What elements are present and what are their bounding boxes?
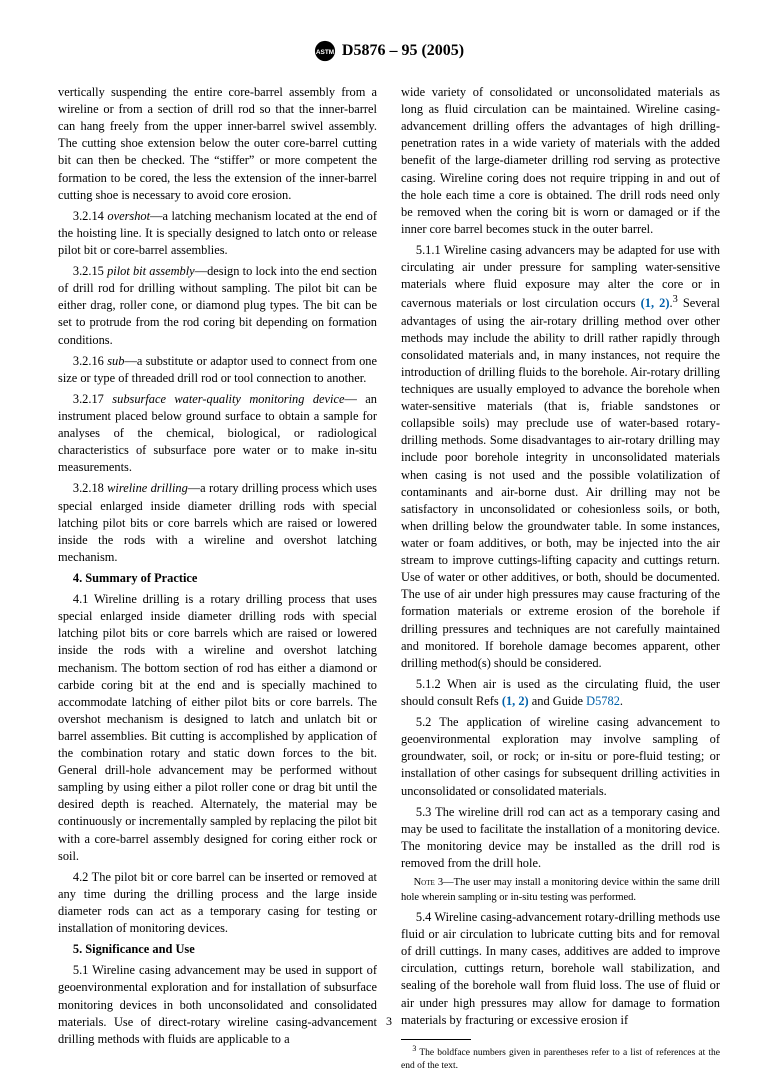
def-num: 3.2.15 — [73, 264, 104, 278]
note-3: Note 3—The user may install a monitoring… — [401, 876, 720, 905]
para-4-2: 4.2 The pilot bit or core barrel can be … — [58, 869, 377, 937]
para-5-4: 5.4 Wireline casing-advancement rotary-d… — [401, 909, 720, 1029]
page: ASTM D5876 – 95 (2005) vertically suspen… — [0, 0, 778, 1041]
def-3-2-14: 3.2.14 overshot—a latching mechanism loc… — [58, 208, 377, 259]
def-text: —a latching mechanism located at the end… — [58, 209, 377, 257]
def-term: sub — [107, 354, 124, 368]
para-5-1-2: 5.1.2 When air is used as the circulatin… — [401, 676, 720, 710]
para-5-2: 5.2 The application of wireline casing a… — [401, 714, 720, 800]
def-3-2-16: 3.2.16 sub—a substitute or adaptor used … — [58, 353, 377, 387]
def-3-2-17: 3.2.17 subsurface water-quality monitori… — [58, 391, 377, 477]
note-label: Note 3 — [414, 877, 444, 888]
def-num: 3.2.18 — [73, 481, 104, 495]
para-cont-3-2-13: vertically suspending the entire core-ba… — [58, 84, 377, 204]
section-5-heading: 5. Significance and Use — [58, 941, 377, 958]
para-4-1: 4.1 Wireline drilling is a rotary drilli… — [58, 591, 377, 865]
para-5-1-2-c: . — [620, 694, 623, 708]
link-d5782[interactable]: D5782 — [586, 694, 620, 708]
def-term: pilot bit assembly — [107, 264, 195, 278]
astm-logo-icon: ASTM — [314, 40, 336, 62]
footnote-rule — [401, 1039, 471, 1040]
def-num: 3.2.17 — [73, 392, 104, 406]
note-text: —The user may install a monitoring devic… — [401, 877, 720, 902]
svg-text:ASTM: ASTM — [316, 49, 334, 56]
def-text: —a rotary drilling process which uses sp… — [58, 481, 377, 563]
ref-1-2: (1, 2) — [641, 296, 670, 310]
section-4-heading: 4. Summary of Practice — [58, 570, 377, 587]
def-text: —design to lock into the end section of … — [58, 264, 377, 346]
def-num: 3.2.16 — [73, 354, 104, 368]
body-columns: vertically suspending the entire core-ba… — [58, 84, 720, 1073]
footnote-text: The boldface numbers given in parenthese… — [401, 1048, 720, 1071]
def-3-2-18: 3.2.18 wireline drilling—a rotary drilli… — [58, 480, 377, 566]
para-5-1-a: 5.1 Wireline casing advancement may be u… — [58, 962, 377, 1048]
para-5-1-1: 5.1.1 Wireline casing advancers may be a… — [401, 242, 720, 672]
def-term: overshot — [107, 209, 150, 223]
ref-1-2: (1, 2) — [502, 694, 529, 708]
def-term: wireline drilling — [107, 481, 188, 495]
document-header: ASTM D5876 – 95 (2005) — [58, 40, 720, 62]
def-3-2-15: 3.2.15 pilot bit assembly—design to lock… — [58, 263, 377, 349]
para-5-1-1-b: Several advantages of using the air-rota… — [401, 296, 720, 669]
def-term: subsurface water-quality monitoring devi… — [112, 392, 344, 406]
def-num: 3.2.14 — [73, 209, 104, 223]
page-number: 3 — [0, 1014, 778, 1029]
footnote-3: 3 The boldface numbers given in parenthe… — [401, 1044, 720, 1073]
para-5-3: 5.3 The wireline drill rod can act as a … — [401, 804, 720, 872]
para-5-1-2-b: and Guide — [529, 694, 586, 708]
para-5-1-b: wide variety of consolidated or unconsol… — [401, 84, 720, 238]
document-designation: D5876 – 95 (2005) — [342, 42, 464, 60]
def-text: —a substitute or adaptor used to connect… — [58, 354, 377, 385]
